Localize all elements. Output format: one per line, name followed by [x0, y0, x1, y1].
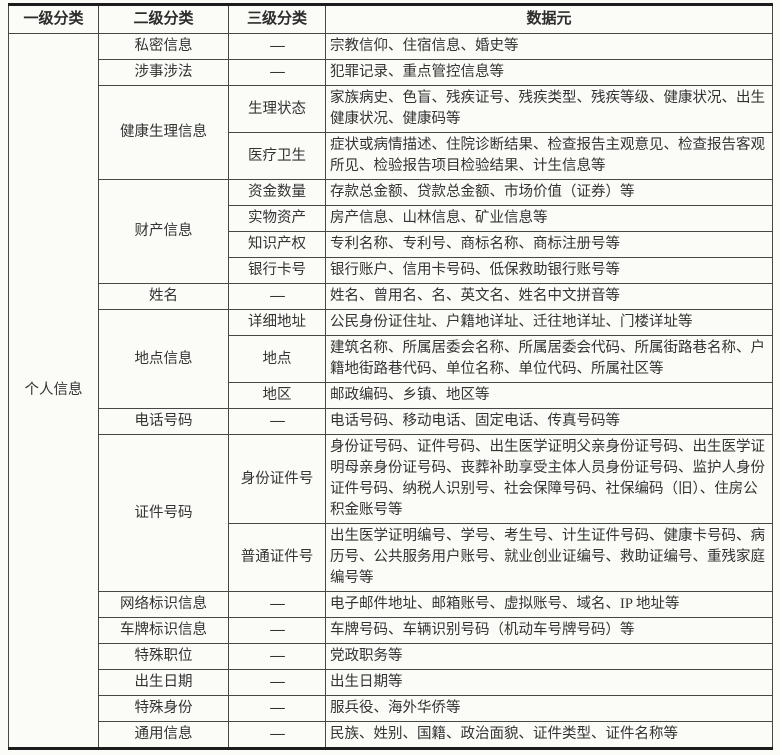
cell-data-elements: 出生医学证明编号、学号、考生号、计生证件号码、健康卡号码、病历号、公共服务用户账…: [325, 523, 773, 592]
cell-level3: 详细地址: [228, 309, 326, 336]
cell-level2: 特殊职位: [98, 643, 229, 670]
table-row: 知识产权 专利名称、专利号、商标名称、商标注册号等: [9, 231, 773, 258]
cell-level3: 地点: [228, 335, 326, 383]
cell-level2: 涉事涉法: [98, 59, 229, 86]
cell-level2: 通用信息: [98, 721, 229, 749]
cell-level2: 财产信息: [98, 179, 229, 284]
cell-data-elements: 服兵役、海外华侨等: [325, 695, 773, 722]
cell-level2: 证件号码: [98, 434, 229, 592]
cell-data-elements: 建筑名称、所属居委会名称、所属居委会代码、所属街路巷名称、户籍地街路巷代码、单位…: [325, 335, 773, 383]
table-row: 出生日期 — 出生日期等: [9, 669, 773, 696]
cell-data-elements: 专利名称、专利号、商标名称、商标注册号等: [325, 231, 773, 258]
header-data-element: 数据元: [325, 4, 773, 34]
cell-level3-dash: —: [228, 721, 326, 749]
table-row: 证件号码 身份证件号 身份证号码、证件号码、出生医学证明父亲身份证号码、出生医学…: [9, 434, 773, 592]
cell-level2: 私密信息: [98, 33, 229, 60]
table-row: 姓名 — 姓名、曾用名、名、英文名、姓名中文拼音等: [9, 283, 773, 310]
cell-level3-dash: —: [228, 695, 326, 722]
cell-level3-dash: —: [228, 617, 326, 644]
cell-data-elements: 公民身份证住址、户籍地详址、迁往地详址、门楼详址等: [325, 309, 773, 336]
cell-level3: 地区: [228, 382, 326, 409]
cell-data-elements: 存款总金额、贷款总金额、市场价值（证券）等: [325, 179, 773, 206]
cell-data-elements: 姓名、曾用名、名、英文名、姓名中文拼音等: [325, 283, 773, 310]
cell-level3-dash: —: [228, 59, 326, 86]
table-row: 车牌标识信息 — 车牌号码、车辆识别号码（机动车号牌号码）等: [9, 617, 773, 644]
cell-data-elements: 邮政编码、乡镇、地区等: [325, 382, 773, 409]
table-row: 网络标识信息 — 电子邮件地址、邮箱账号、虚拟账号、域名、IP 地址等: [9, 591, 773, 618]
cell-data-elements: 房产信息、山林信息、矿业信息等: [325, 205, 773, 232]
cell-data-elements: 党政职务等: [325, 643, 773, 670]
cell-level3-dash: —: [228, 283, 326, 310]
cell-level2: 特殊身份: [98, 695, 229, 722]
table-row: 医疗卫生 症状或病情描述、住院诊断结果、检查报告主观意见、检查报告客观所见、检验…: [9, 132, 773, 180]
cell-level2: 地点信息: [98, 309, 229, 409]
cell-level2: 出生日期: [98, 669, 229, 696]
cell-level3: 身份证件号: [228, 434, 326, 524]
cell-level2: 车牌标识信息: [98, 617, 229, 644]
cell-level3: 实物资产: [228, 205, 326, 232]
table-row: 地点信息 详细地址 公民身份证住址、户籍地详址、迁往地详址、门楼详址等: [9, 309, 773, 409]
cell-data-elements: 犯罪记录、重点管控信息等: [325, 59, 773, 86]
cell-level3: 医疗卫生: [228, 132, 326, 180]
cell-data-elements: 宗教信仰、住宿信息、婚史等: [325, 33, 773, 60]
table-row: 个人信息 私密信息 — 宗教信仰、住宿信息、婚史等: [8, 33, 773, 749]
cell-level3-dash: —: [228, 591, 326, 618]
table-row: 银行卡号 银行账户、信用卡号码、低保救助银行账号等: [9, 257, 773, 284]
cell-data-elements: 电子邮件地址、邮箱账号、虚拟账号、域名、IP 地址等: [325, 591, 773, 618]
cell-level3-dash: —: [228, 669, 326, 696]
header-level2: 二级分类: [98, 4, 229, 34]
table-row: 特殊身份 — 服兵役、海外华侨等: [9, 695, 773, 722]
cell-data-elements: 出生日期等: [325, 669, 773, 696]
table-row: 电话号码 — 电话号码、移动电话、固定电话、传真号码等: [9, 408, 773, 435]
cell-data-elements: 车牌号码、车辆识别号码（机动车号牌号码）等: [325, 617, 773, 644]
header-level3: 三级分类: [228, 4, 326, 34]
header-level1: 一级分类: [8, 4, 99, 34]
cell-level3: 银行卡号: [228, 257, 326, 284]
table-header-row: 一级分类 二级分类 三级分类 数据元: [8, 4, 773, 34]
cell-level3-dash: —: [228, 408, 326, 435]
table-row: 涉事涉法 — 犯罪记录、重点管控信息等: [9, 59, 773, 86]
cell-level2: 网络标识信息: [98, 591, 229, 618]
cell-level2: 健康生理信息: [98, 85, 229, 180]
cell-level1-personal-info: 个人信息: [8, 33, 99, 749]
cell-data-elements: 家族病史、色盲、残疾证号、残疾类型、残疾等级、健康状况、出生健康状况、健康码等: [325, 85, 773, 133]
table-row: 健康生理信息 生理状态 家族病史、色盲、残疾证号、残疾类型、残疾等级、健康状况、…: [9, 85, 773, 180]
table-row: 地点 建筑名称、所属居委会名称、所属居委会代码、所属街路巷名称、户籍地街路巷代码…: [9, 335, 773, 383]
cell-data-elements: 银行账户、信用卡号码、低保救助银行账号等: [325, 257, 773, 284]
cell-level3: 普通证件号: [228, 523, 326, 592]
cell-level2: 电话号码: [98, 408, 229, 435]
cell-level3-dash: —: [228, 643, 326, 670]
personal-info-classification-table: 一级分类 二级分类 三级分类 数据元 个人信息 私密信息 — 宗教信仰、住宿信息…: [8, 3, 773, 750]
cell-data-elements: 症状或病情描述、住院诊断结果、检查报告主观意见、检查报告客观所见、检验报告项目检…: [325, 132, 773, 180]
cell-data-elements: 电话号码、移动电话、固定电话、传真号码等: [325, 408, 773, 435]
table-row: 特殊职位 — 党政职务等: [9, 643, 773, 670]
table-row: 财产信息 资金数量 存款总金额、贷款总金额、市场价值（证券）等: [9, 179, 773, 284]
cell-level3: 知识产权: [228, 231, 326, 258]
cell-level2: 姓名: [98, 283, 229, 310]
table-row: 通用信息 — 民族、姓别、国籍、政治面貌、证件类型、证件名称等: [9, 721, 773, 749]
cell-level3: 资金数量: [228, 179, 326, 206]
cell-level3-dash: —: [228, 33, 326, 60]
table-row: 普通证件号 出生医学证明编号、学号、考生号、计生证件号码、健康卡号码、病历号、公…: [9, 523, 773, 592]
cell-level3: 生理状态: [228, 85, 326, 133]
cell-data-elements: 民族、姓别、国籍、政治面貌、证件类型、证件名称等: [325, 721, 773, 749]
table-row: 实物资产 房产信息、山林信息、矿业信息等: [9, 205, 773, 232]
cell-data-elements: 身份证号码、证件号码、出生医学证明父亲身份证号码、出生医学证明母亲身份证号码、丧…: [325, 434, 773, 524]
